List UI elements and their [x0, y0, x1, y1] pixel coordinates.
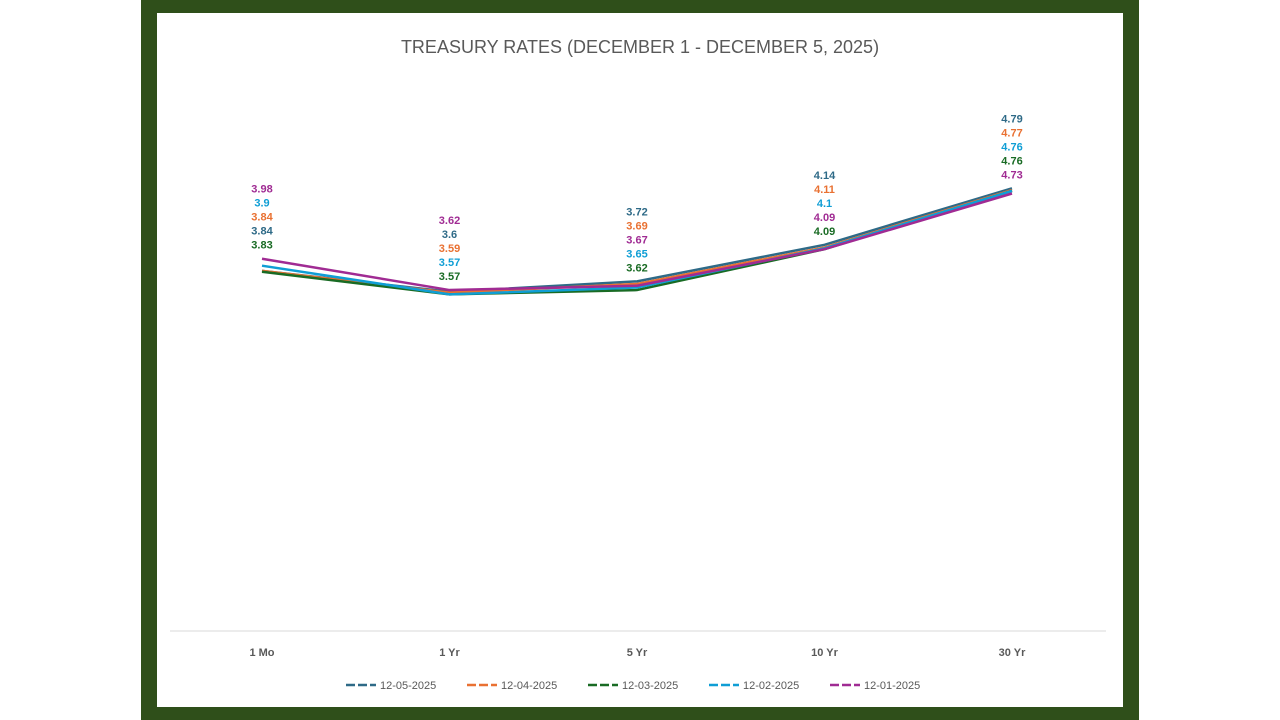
- data-label: 4.09: [814, 212, 835, 224]
- series-line-12-02-2025: [261, 189, 1013, 296]
- data-label: 3.98: [251, 184, 272, 196]
- data-label: 4.77: [1001, 127, 1022, 139]
- data-label: 3.65: [626, 248, 647, 260]
- x-tick-label: 30 Yr: [999, 647, 1026, 659]
- data-label: 4.76: [1001, 155, 1022, 167]
- data-label: 3.62: [626, 262, 647, 274]
- data-label: 4.11: [814, 184, 835, 196]
- data-label: 3.83: [251, 240, 272, 252]
- data-label: 3.72: [626, 206, 647, 218]
- data-label: 3.57: [439, 257, 460, 269]
- legend-label: 12-04-2025: [501, 680, 557, 692]
- data-label: 4.1: [817, 198, 832, 210]
- legend-item[interactable]: 12-02-2025: [709, 680, 799, 692]
- x-tick-label: 1 Mo: [249, 647, 274, 659]
- data-label: 3.69: [626, 220, 647, 232]
- legend-label: 12-01-2025: [864, 680, 920, 692]
- data-label: 3.67: [626, 234, 647, 246]
- data-label: 4.79: [1001, 113, 1022, 125]
- data-label: 3.6: [442, 229, 457, 241]
- x-tick-label: 1 Yr: [439, 647, 460, 659]
- legend-label: 12-05-2025: [380, 680, 436, 692]
- data-label: 4.09: [814, 226, 835, 238]
- data-label: 3.84: [251, 226, 273, 238]
- data-label: 3.84: [251, 212, 273, 224]
- data-label: 4.76: [1001, 141, 1022, 153]
- legend-item[interactable]: 12-05-2025: [346, 680, 436, 692]
- legend-item[interactable]: 12-04-2025: [467, 680, 557, 692]
- data-label: 3.62: [439, 215, 460, 227]
- legend-item[interactable]: 12-03-2025: [588, 680, 678, 692]
- data-label: 3.9: [254, 198, 269, 210]
- legend-item[interactable]: 12-01-2025: [830, 680, 920, 692]
- x-tick-label: 5 Yr: [627, 647, 648, 659]
- chart-title: TREASURY RATES (DECEMBER 1 - DECEMBER 5,…: [400, 37, 880, 57]
- chart-card: TREASURY RATES (DECEMBER 1 - DECEMBER 5,…: [157, 13, 1123, 707]
- data-label: 4.73: [1001, 169, 1022, 181]
- legend-label: 12-02-2025: [743, 680, 799, 692]
- series-line-12-01-2025: [261, 192, 1013, 292]
- legend-label: 12-03-2025: [622, 680, 678, 692]
- x-tick-label: 10 Yr: [811, 647, 838, 659]
- data-label: 4.14: [814, 170, 836, 182]
- data-label: 3.59: [439, 243, 460, 255]
- data-label: 3.57: [439, 271, 460, 283]
